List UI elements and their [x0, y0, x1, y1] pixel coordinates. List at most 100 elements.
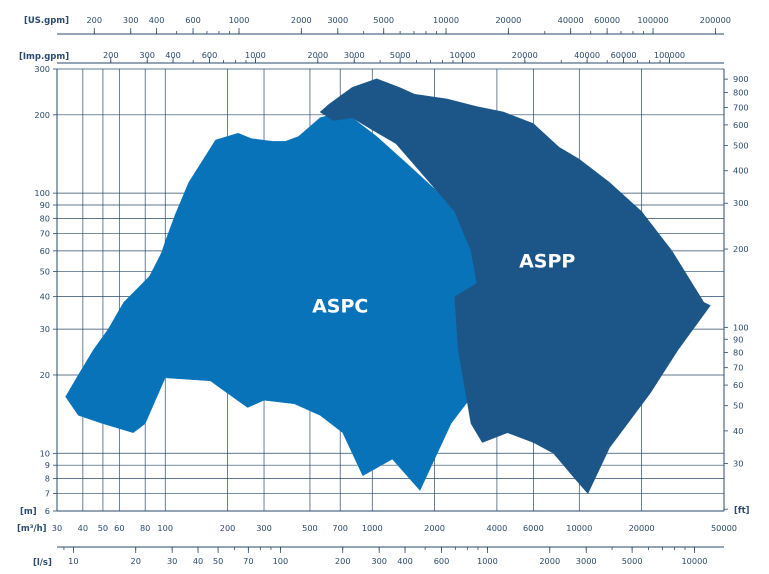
us-gpm-tick-label: 200000: [700, 15, 731, 25]
ls-tick-label: 10000: [681, 556, 707, 566]
m3h-tick-label: 50: [98, 523, 108, 533]
m-tick-label: 50: [40, 266, 50, 276]
ls-tick-label: 200: [335, 556, 351, 566]
imp-gpm-tick-label: 20000: [512, 50, 538, 60]
us-gpm-tick-label: 2000: [291, 15, 312, 25]
ls-tick-label: 5000: [622, 556, 643, 566]
m3h-tick-label: 20000: [629, 523, 655, 533]
m-tick-label: 7: [45, 489, 50, 499]
imp-gpm-tick-label: 300: [139, 50, 155, 60]
m-axis-title: [m]: [20, 507, 37, 517]
ls-tick-label: 40: [193, 556, 203, 566]
m3h-tick-label: 500: [302, 523, 318, 533]
m-tick-label: 70: [40, 228, 50, 238]
m3h-tick-label: 200: [220, 523, 236, 533]
imp-gpm-tick-label: 10000: [449, 50, 475, 60]
imp-gpm-tick-label: 5000: [390, 50, 411, 60]
m-tick-label: 80: [40, 213, 50, 223]
m3h-tick-label: 700: [332, 523, 348, 533]
ft-tick-label: 60: [733, 380, 743, 390]
ls-tick-label: 300: [371, 556, 387, 566]
area-aspp: [319, 78, 711, 495]
ft-tick-label: 50: [733, 401, 743, 411]
imp-gpm-tick-label: 1000: [245, 50, 266, 60]
ft-tick-label: 600: [733, 120, 749, 130]
us-gpm-tick-label: 400: [149, 15, 165, 25]
m-tick-label: 20: [40, 370, 50, 380]
m-tick-label: 10: [40, 448, 50, 458]
ls-tick-label: 10: [68, 556, 78, 566]
ft-tick-label: 30: [733, 458, 743, 468]
m-tick-label: 60: [40, 246, 50, 256]
us-gpm-tick-label: 40000: [558, 15, 584, 25]
imp-gpm-tick-label: 100000: [654, 50, 685, 60]
ls-tick-label: 2000: [539, 556, 560, 566]
m3h-tick-label: 30: [52, 523, 62, 533]
ls-tick-label: 50: [213, 556, 223, 566]
ls-tick-label: 70: [243, 556, 253, 566]
m3h-axis-title: [m³/h]: [17, 524, 47, 534]
us-gpm-tick-label: 300: [123, 15, 139, 25]
imp-gpm-tick-label: 60000: [611, 50, 637, 60]
m-tick-label: 8: [45, 473, 50, 483]
ls-tick-label: 100: [273, 556, 289, 566]
axes: 200 300 400 600 1000 2000 3000 5000 10000 20000 40…: [17, 15, 750, 568]
m3h-tick-label: 100: [157, 523, 173, 533]
ls-axis-title: [l/s]: [33, 558, 52, 568]
ft-tick-label: 300: [733, 198, 749, 208]
ls-tick-label: 30: [167, 556, 177, 566]
m3h-tick-label: 4000: [486, 523, 507, 533]
imp-gpm-tick-label: 2000: [307, 50, 328, 60]
ft-tick-label: 90: [733, 334, 743, 344]
ft-tick-label: 80: [733, 348, 743, 358]
ft-tick-label: 800: [733, 87, 749, 97]
m-tick-label: 200: [34, 110, 50, 120]
us-gpm-tick-label: 200: [86, 15, 102, 25]
m3h-tick-label: 300: [256, 523, 272, 533]
us-gpm-axis-title: [US.gpm]: [24, 16, 69, 26]
us-gpm-tick-label: 20000: [495, 15, 521, 25]
us-gpm-tick-label: 5000: [373, 15, 394, 25]
imp-gpm-tick-label: 40000: [574, 50, 600, 60]
us-gpm-tick-label: 10000: [433, 15, 459, 25]
m3h-tick-label: 80: [140, 523, 150, 533]
series-areas: [65, 78, 711, 495]
m-tick-label: 9: [45, 460, 50, 470]
us-gpm-tick-label: 1000: [229, 15, 250, 25]
m3h-tick-label: 60: [114, 523, 124, 533]
series-label-aspc: ASPC: [312, 295, 368, 317]
imp-gpm-tick-label: 400: [165, 50, 181, 60]
m-tick-label: 100: [34, 188, 50, 198]
ls-tick-label: 400: [397, 556, 413, 566]
m3h-tick-label: 40: [78, 523, 88, 533]
ls-tick-label: 600: [434, 556, 450, 566]
series-label-aspp: ASPP: [519, 251, 575, 273]
us-gpm-tick-label: 60000: [594, 15, 620, 25]
us-gpm-tick-label: 600: [185, 15, 201, 25]
m-tick-label: 40: [40, 292, 50, 302]
m-tick-label: 30: [40, 324, 50, 334]
ft-tick-label: 500: [733, 141, 749, 151]
ft-tick-label: 400: [733, 166, 749, 176]
m3h-tick-label: 50000: [711, 523, 737, 533]
ls-tick-label: 20: [131, 556, 141, 566]
ft-tick-label: 100: [733, 322, 749, 332]
imp-gpm-axis-title: [Imp.gpm]: [19, 52, 69, 62]
ft-tick-label: 70: [733, 363, 743, 373]
imp-gpm-tick-label: 200: [103, 50, 119, 60]
series-labels: ASPC ASPP: [312, 251, 575, 318]
m3h-tick-label: 6000: [523, 523, 544, 533]
ls-tick-label: 1000: [477, 556, 498, 566]
m-tick-label: 300: [34, 64, 50, 74]
us-gpm-tick-label: 100000: [637, 15, 668, 25]
m3h-tick-label: 2000: [424, 523, 445, 533]
ft-axis-title: [ft]: [734, 506, 750, 516]
ft-tick-label: 900: [733, 74, 749, 84]
imp-gpm-tick-label: 3000: [344, 50, 365, 60]
m3h-tick-label: 1000: [362, 523, 383, 533]
imp-gpm-tick-label: 600: [202, 50, 218, 60]
ft-tick-label: 40: [733, 426, 743, 436]
m-tick-label: 90: [40, 200, 50, 210]
m-tick-label: 6: [45, 506, 50, 516]
